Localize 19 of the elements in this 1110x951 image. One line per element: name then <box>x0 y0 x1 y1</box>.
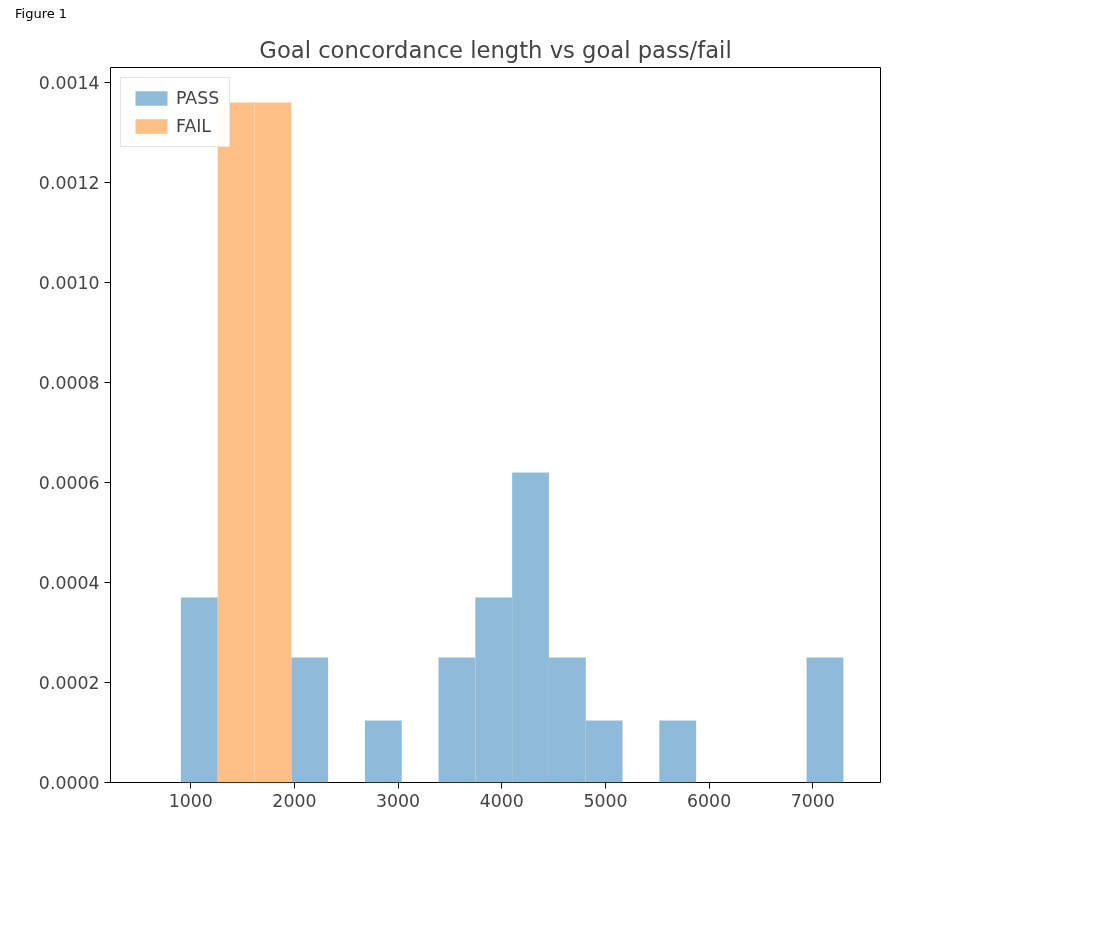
y-tick-label: 0.0000 <box>38 772 100 793</box>
y-tick-label: 0.0002 <box>38 672 100 693</box>
caption: Figure 1 <box>15 5 68 23</box>
legend-label: FAIL <box>176 115 211 136</box>
chart-title: Goal concordance length vs goal pass/fail <box>259 36 732 63</box>
x-tick-label: 6000 <box>687 790 732 811</box>
y-tick-label: 0.0010 <box>38 272 100 293</box>
y-tick-label: 0.0008 <box>38 372 100 393</box>
x-tick-label: 1000 <box>168 790 213 811</box>
y-tick-label: 0.0012 <box>38 172 100 193</box>
legend-label: PASS <box>176 87 220 108</box>
x-tick-label: 4000 <box>479 790 524 811</box>
x-tick-label: 3000 <box>376 790 421 811</box>
y-tick-label: 0.0006 <box>38 472 100 493</box>
y-tick-label: 0.0014 <box>38 72 100 93</box>
x-tick-label: 5000 <box>583 790 628 811</box>
y-tick-label: 0.0004 <box>38 572 100 593</box>
x-tick-label: 7000 <box>790 790 835 811</box>
x-tick-label: 2000 <box>272 790 317 811</box>
